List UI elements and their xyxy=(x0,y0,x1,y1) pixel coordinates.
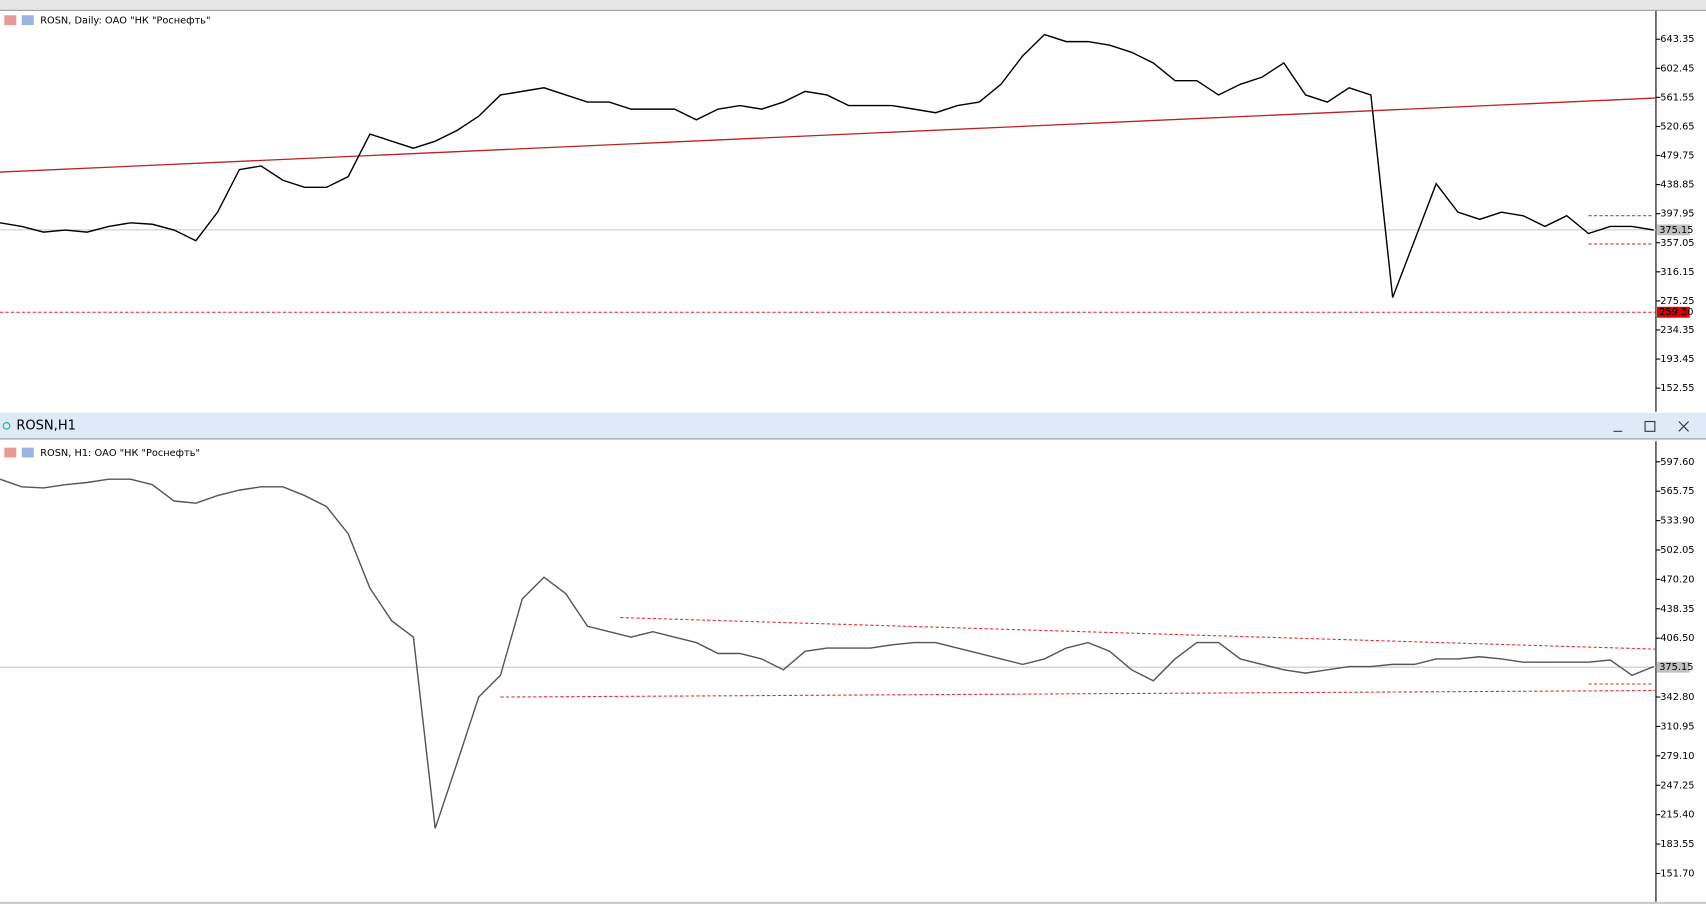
y-tick-label: 342.80 xyxy=(1660,692,1694,703)
top-border xyxy=(0,9,1706,11)
y-tick-label: 316.15 xyxy=(1660,267,1694,278)
y-tick-label: 643.35 xyxy=(1660,34,1694,45)
level-label: 259.30 xyxy=(1659,307,1693,318)
y-tick-label: 438.85 xyxy=(1660,180,1694,191)
y-tick-label: 193.45 xyxy=(1660,354,1694,365)
channel-line xyxy=(500,689,1656,698)
icon xyxy=(21,15,34,26)
y-tick-label: 561.55 xyxy=(1660,92,1694,103)
y-tick-label: 234.35 xyxy=(1660,325,1694,336)
y-tick-label: 502.05 xyxy=(1660,545,1694,556)
icon xyxy=(21,447,34,458)
y-tick-label: 310.95 xyxy=(1660,721,1694,732)
y-tick-label: 438.35 xyxy=(1660,604,1694,615)
close-button[interactable] xyxy=(1678,421,1689,432)
y-tick-label: 152.55 xyxy=(1660,383,1694,394)
y-tick-label: 406.50 xyxy=(1660,633,1694,644)
y-tick-label: 247.25 xyxy=(1660,780,1694,791)
window-title-bar xyxy=(0,412,1706,439)
level-label-bg xyxy=(1657,306,1690,318)
bid-label-bg xyxy=(1657,661,1690,673)
y-tick-label: 597.60 xyxy=(1660,457,1694,468)
bottom-bar xyxy=(0,901,1706,904)
price-line xyxy=(0,478,1655,829)
icon xyxy=(4,15,17,26)
y-tick-label: 183.55 xyxy=(1660,839,1694,850)
y-tick-label: 275.25 xyxy=(1660,296,1694,307)
price-line xyxy=(0,33,1654,298)
channel-line xyxy=(620,617,1656,650)
chart-caption: ROSN, Daily: ОАО "НК "Роснефть" xyxy=(40,16,210,27)
y-tick-label: 357.05 xyxy=(1660,238,1694,249)
top-bar xyxy=(0,0,1706,10)
window-title: ROSN,H1 xyxy=(16,418,76,433)
y-tick-label: 602.45 xyxy=(1660,63,1694,74)
trend-line xyxy=(0,97,1656,173)
bid-label: 375.15 xyxy=(1659,225,1693,236)
y-tick-label: 479.75 xyxy=(1660,151,1694,162)
chart-caption: ROSN, H1: ОАО "НК "Роснефть" xyxy=(40,448,200,459)
window-icon xyxy=(2,422,11,430)
y-tick-label: 215.40 xyxy=(1660,810,1694,821)
icon xyxy=(4,447,17,458)
y-tick-label: 151.70 xyxy=(1660,868,1694,879)
y-tick-label: 565.75 xyxy=(1660,486,1694,497)
y-tick-label: 279.10 xyxy=(1660,751,1694,762)
maximize-button[interactable] xyxy=(1644,420,1656,432)
y-tick-label: 533.90 xyxy=(1660,516,1694,527)
y-tick-label: 470.20 xyxy=(1660,574,1694,585)
bid-label: 375.15 xyxy=(1659,662,1693,673)
y-tick-label: 520.65 xyxy=(1660,121,1694,132)
bid-label-bg xyxy=(1657,224,1690,236)
y-tick-label: 397.95 xyxy=(1660,209,1694,220)
